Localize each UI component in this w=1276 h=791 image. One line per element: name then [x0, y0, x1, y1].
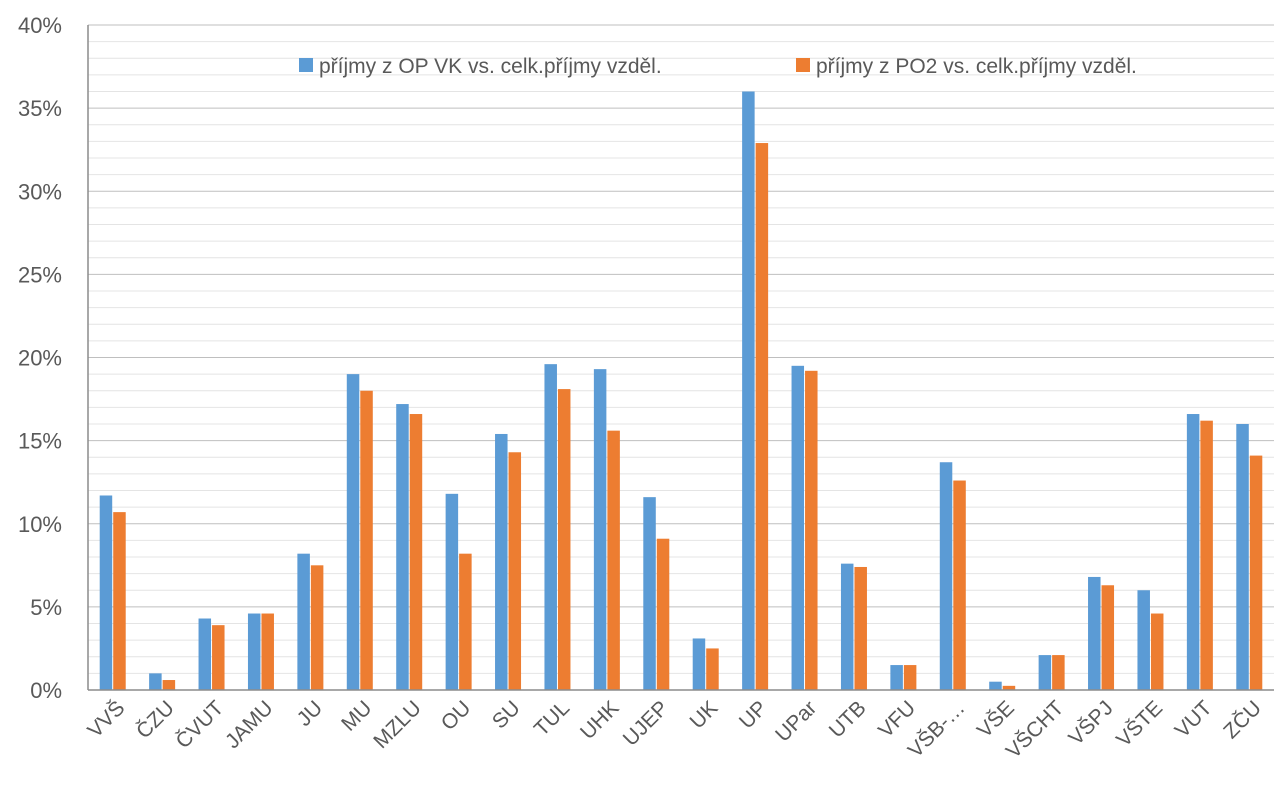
x-tick-label: UK	[686, 696, 723, 733]
y-tick-label: 5%	[30, 595, 62, 620]
bar-series-1	[1038, 655, 1052, 690]
gridlines	[88, 24, 1274, 674]
bar-series-1	[593, 369, 607, 690]
bar-series-2	[162, 680, 176, 690]
y-tick-label: 30%	[18, 179, 62, 204]
bar-series-2	[854, 566, 867, 690]
bars	[99, 91, 1263, 691]
x-tick-label: ZČU	[1219, 696, 1266, 743]
x-tick-label: TUL	[530, 696, 574, 740]
bar-series-2	[360, 390, 373, 690]
x-tick-label: SU	[488, 696, 525, 733]
y-tick-label: 20%	[18, 346, 62, 371]
bar-series-1	[1236, 424, 1249, 690]
bar-series-1	[1137, 590, 1150, 690]
bar-series-2	[706, 648, 719, 690]
bar-series-2	[607, 430, 620, 690]
bar-series-1	[939, 462, 953, 690]
bar-series-1	[544, 364, 557, 690]
x-tick-label: VŠPJ	[1064, 696, 1117, 749]
x-tick-label: OU	[437, 696, 476, 735]
y-tick-label: 0%	[30, 678, 62, 703]
bar-series-1	[840, 563, 854, 690]
bar-series-1	[791, 365, 805, 690]
bar-series-1	[692, 638, 706, 690]
x-tick-label: JU	[293, 696, 327, 730]
x-tick-label: UHK	[576, 696, 624, 744]
bar-series-1	[890, 665, 903, 690]
bar-series-2	[953, 480, 966, 690]
x-tick-label: VŠTE	[1112, 696, 1167, 751]
bar-series-1	[643, 497, 656, 690]
bar-series-2	[508, 452, 522, 690]
bar-series-1	[247, 613, 261, 690]
bar-series-1	[989, 681, 1002, 690]
bar-series-2	[113, 512, 126, 690]
bar-series-1	[742, 91, 755, 690]
y-tick-label: 15%	[18, 429, 62, 454]
bar-series-2	[1101, 585, 1115, 690]
x-tick-label: VVŠ	[83, 696, 129, 742]
bar-series-1	[346, 374, 360, 690]
bar-series-1	[297, 553, 310, 690]
bar-series-1	[396, 404, 409, 690]
legend-swatch-2	[796, 58, 810, 72]
bar-series-1	[99, 495, 113, 690]
bar-series-2	[755, 143, 769, 691]
x-tick-label: UJEP	[619, 696, 673, 750]
legend-swatch-1	[299, 58, 313, 72]
bar-series-2	[903, 665, 917, 690]
bar-series-2	[557, 389, 571, 690]
legend: příjmy z OP VK vs. celk.příjmy vzděl. pří…	[299, 55, 1137, 78]
x-tick-label: UTB	[825, 696, 871, 742]
x-tick-label: MU	[337, 696, 376, 735]
x-tick-label: JAMU	[221, 696, 278, 753]
x-tick-label: ČVUT	[172, 696, 229, 753]
bar-series-2	[1249, 455, 1263, 690]
bar-series-1	[445, 493, 459, 690]
bar-series-1	[149, 673, 162, 690]
bar-series-2	[459, 553, 472, 690]
y-tick-label: 40%	[18, 13, 62, 38]
bar-series-2	[409, 414, 423, 690]
x-tick-label: UP	[735, 696, 772, 733]
bar-series-2	[1002, 685, 1016, 690]
y-tick-label: 10%	[18, 512, 62, 537]
bar-series-2	[212, 625, 225, 690]
legend-label-1: příjmy z OP VK vs. celk.příjmy vzděl.	[319, 55, 662, 78]
bar-series-1	[1186, 414, 1200, 690]
y-tick-label: 35%	[18, 96, 62, 121]
bar-series-2	[1200, 420, 1213, 690]
bar-series-2	[310, 565, 324, 690]
bar-series-2	[1150, 613, 1164, 690]
bar-series-2	[1052, 655, 1065, 690]
x-tick-label: VUT	[1171, 696, 1217, 742]
bar-series-2	[656, 538, 670, 690]
bar-series-2	[261, 613, 274, 690]
bar-series-1	[198, 618, 212, 690]
x-tick-label: UPar	[771, 696, 821, 746]
bar-series-2	[805, 370, 818, 690]
bar-series-1	[1088, 576, 1101, 690]
bar-series-1	[495, 433, 508, 690]
legend-label-2: příjmy z PO2 vs. celk.příjmy vzděl.	[816, 55, 1137, 78]
y-tick-label: 25%	[18, 262, 62, 287]
x-tick-label: MZLU	[369, 696, 426, 753]
